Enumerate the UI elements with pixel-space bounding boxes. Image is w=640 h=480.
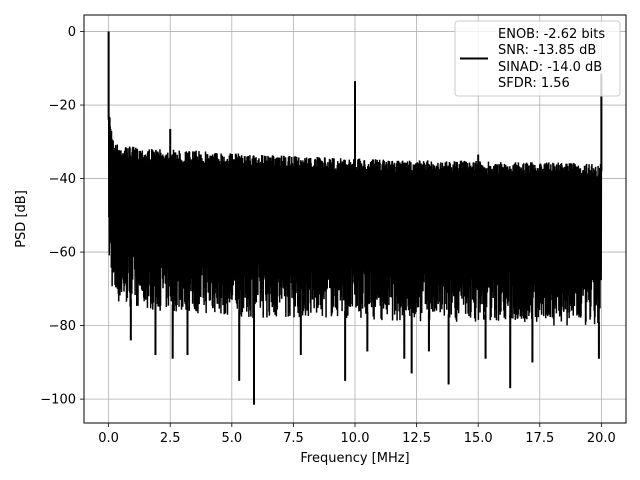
- x-tick-label: 2.5: [160, 431, 181, 446]
- legend-snr: SNR: -13.85 dB: [498, 43, 596, 58]
- x-tick-label: 10.0: [341, 431, 370, 446]
- x-tick-label: 7.5: [283, 431, 304, 446]
- legend: ENOB: -2.62 bits SNR: -13.85 dB SINAD: -…: [454, 20, 621, 97]
- legend-enob: ENOB: -2.62 bits: [498, 27, 605, 42]
- legend-sfdr: SFDR: 1.56: [498, 76, 570, 91]
- x-tick-label: 20.0: [587, 431, 616, 446]
- x-tick-label: 12.5: [402, 431, 431, 446]
- y-tick-label: −60: [49, 246, 76, 261]
- y-tick-label: −100: [40, 393, 76, 408]
- x-tick-label: 0.0: [98, 431, 119, 446]
- plot-frame: [83, 14, 627, 424]
- x-tick-label: 17.5: [525, 431, 554, 446]
- y-tick-label: −40: [49, 172, 76, 187]
- plot-data: [107, 31, 603, 405]
- y-tick-label: −80: [49, 319, 76, 334]
- x-axis-label: Frequency [MHz]: [300, 451, 409, 466]
- legend-box: [454, 20, 621, 97]
- x-tick-label: 5.0: [221, 431, 242, 446]
- y-tick-label: 0: [68, 25, 76, 40]
- y-tick-label: −20: [49, 99, 76, 114]
- psd-series-line: [107, 31, 603, 405]
- y-axis-label: PSD [dB]: [14, 190, 29, 248]
- legend-sinad: SINAD: -14.0 dB: [498, 60, 602, 75]
- x-tick-label: 15.0: [464, 431, 493, 446]
- axis-ticks: 0.0 2.5 5.0 7.5 10.0 12.5 15.0 17.5 20.0 0 −20 −40 −…: [40, 25, 616, 446]
